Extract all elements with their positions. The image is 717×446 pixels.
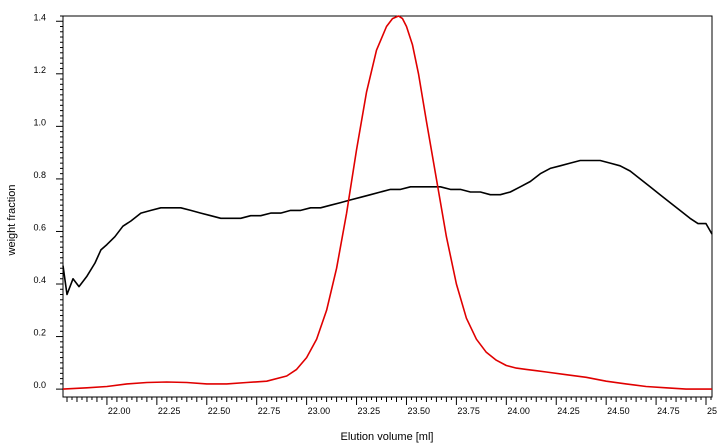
x-axis-title: Elution volume [ml] xyxy=(341,431,434,443)
y-tick-label: 1.2 xyxy=(33,65,46,75)
tick-marks xyxy=(56,15,712,405)
y-tick-label: 1.0 xyxy=(33,117,46,127)
series-group xyxy=(62,15,713,390)
y-tick-label: 0.8 xyxy=(33,170,46,180)
y-tick-label: 0.6 xyxy=(33,222,46,232)
y-tick-label: 0.2 xyxy=(33,328,46,338)
x-tick-label: 24.75 xyxy=(657,406,680,416)
plot-frame xyxy=(62,15,713,398)
y-tick-label: 0.0 xyxy=(33,380,46,390)
x-tick-labels: 22.00 22.25 22.50 22.75 23.00 23.25 23.50 23.75… xyxy=(108,406,717,416)
x-tick-label: 24.00 xyxy=(507,406,530,416)
x-tick-label: 23.00 xyxy=(308,406,331,416)
x-tick-label: 22.00 xyxy=(108,406,131,416)
x-tick-label: 22.75 xyxy=(258,406,281,416)
x-tick-label: 24.50 xyxy=(607,406,630,416)
y-tick-label: 1.4 xyxy=(33,12,46,22)
x-tick-label: 23.75 xyxy=(457,406,480,416)
x-tick-label: 23.50 xyxy=(407,406,430,416)
y-tick-labels: 0.0 0.2 0.4 0.6 0.8 1.0 1.2 1.4 xyxy=(33,12,46,390)
series-line-2 xyxy=(62,15,712,390)
x-tick-label: 25.00 xyxy=(707,406,717,416)
y-tick-label: 0.4 xyxy=(33,275,46,285)
x-tick-label: 22.50 xyxy=(208,406,231,416)
x-tick-label: 24.25 xyxy=(557,406,580,416)
x-tick-label: 22.25 xyxy=(158,406,181,416)
y-axis-title: weight fraction xyxy=(6,185,18,257)
series-line-1 xyxy=(62,159,713,296)
x-tick-label: 23.25 xyxy=(358,406,381,416)
